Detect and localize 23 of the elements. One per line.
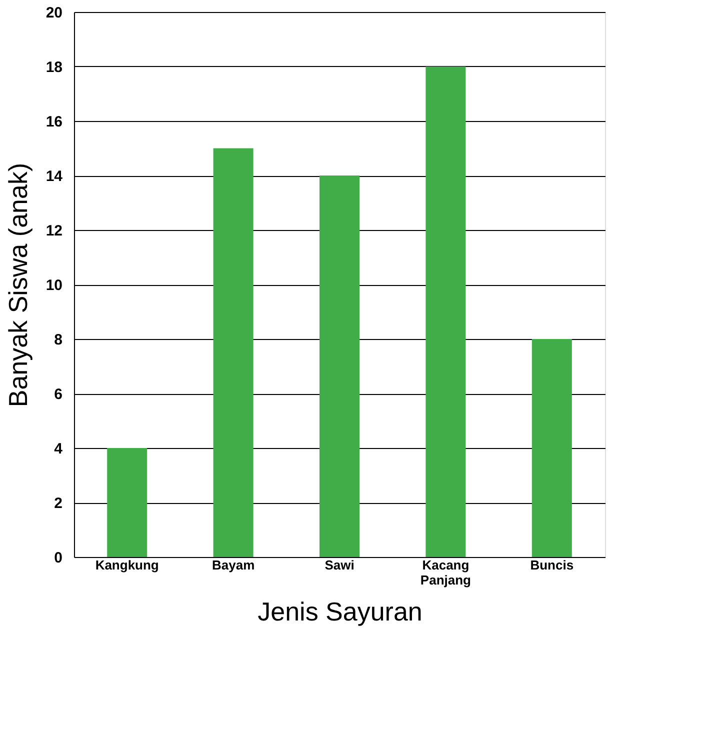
y-tick-label: 14 (46, 168, 64, 185)
y-tick-label: 18 (46, 59, 62, 76)
y-tick-label: 12 (46, 222, 62, 240)
x-tick-label: Sawi (324, 558, 354, 572)
x-tick-label: Kangkung (95, 558, 159, 572)
bar (532, 339, 572, 557)
y-tick-label: 20 (46, 4, 62, 22)
bar (107, 448, 148, 557)
bar (426, 66, 466, 557)
bar (213, 148, 254, 557)
y-tick-label: 4 (54, 440, 64, 458)
x-axis-title: Jenis Sayuran (258, 596, 422, 626)
y-tick-label: 0 (54, 550, 62, 566)
y-tick-label: 16 (46, 114, 62, 130)
x-tick-label: Buncis (530, 558, 574, 572)
bar (320, 176, 360, 557)
y-tick-label: 8 (54, 332, 62, 348)
y-tick-label: 2 (54, 495, 62, 512)
y-axis-title: Banyak Siswa (anak) (2, 162, 33, 408)
x-tick-label: Kacang Panjang (420, 558, 472, 588)
x-tick-label: Bayam (212, 558, 255, 572)
y-tick-label: 6 (54, 386, 62, 403)
y-tick-label: 10 (46, 277, 62, 294)
